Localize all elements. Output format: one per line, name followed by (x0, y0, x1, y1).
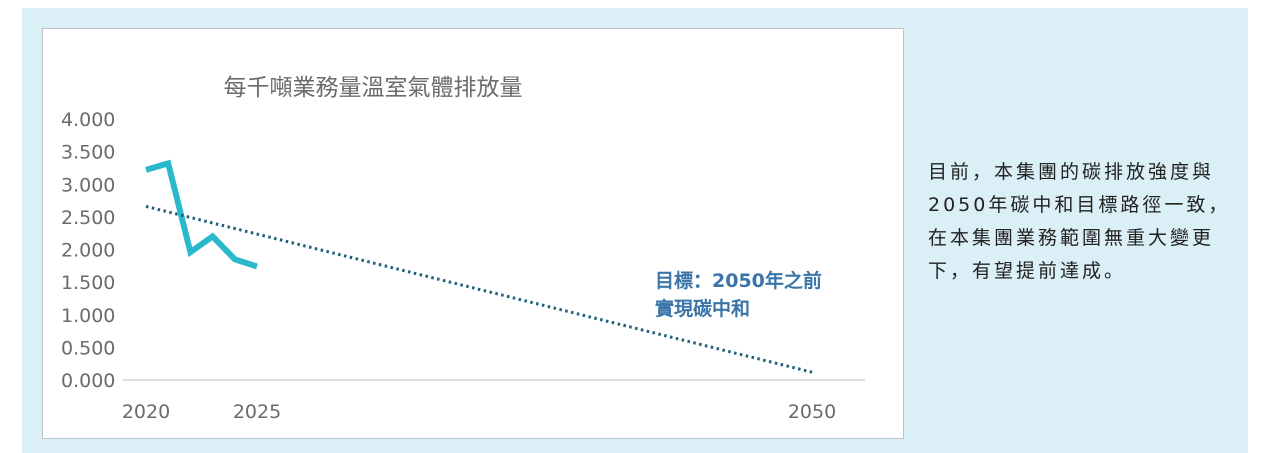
y-tick-label: 1.500 (61, 272, 115, 294)
side-description: 目前，本集團的碳排放強度與2050年碳中和目標路徑一致，在本集團業務範圍無重大變… (928, 161, 1231, 282)
y-tick-label: 4.000 (61, 109, 115, 131)
y-tick-label: 1.000 (61, 305, 115, 327)
chart-container: 每千噸業務量溫室氣體排放量 4.000 3.500 3.000 2.500 2.000 1… (42, 28, 904, 439)
annotation-line-1: 目標：2050年之前 (655, 269, 822, 292)
background-panel: 每千噸業務量溫室氣體排放量 4.000 3.500 3.000 2.500 2.000 1… (22, 8, 1248, 453)
chart-title: 每千噸業務量溫室氣體排放量 (224, 75, 523, 101)
y-tick-label: 3.000 (61, 174, 115, 196)
y-tick-label: 3.500 (61, 142, 115, 164)
emissions-chart: 每千噸業務量溫室氣體排放量 4.000 3.500 3.000 2.500 2.000 1… (61, 75, 865, 423)
annotation-line-2: 實現碳中和 (655, 297, 750, 320)
x-tick-label: 2050 (788, 401, 836, 423)
y-tick-label: 0.500 (61, 337, 115, 359)
series-layer (145, 159, 813, 374)
y-tick-label: 2.000 (61, 240, 115, 262)
y-tick-label: 2.500 (61, 207, 115, 229)
x-axis-labels: 2020 2025 2050 (122, 401, 836, 423)
target-trend-line (145, 204, 813, 374)
y-axis-labels: 4.000 3.500 3.000 2.500 2.000 1.500 1.000 0.500… (61, 109, 115, 392)
x-tick-label: 2025 (233, 401, 281, 423)
target-annotation: 目標：2050年之前 實現碳中和 (655, 269, 822, 320)
actual-emissions-line (145, 159, 258, 270)
x-tick-label: 2020 (122, 401, 170, 423)
y-tick-label: 0.000 (61, 370, 115, 392)
